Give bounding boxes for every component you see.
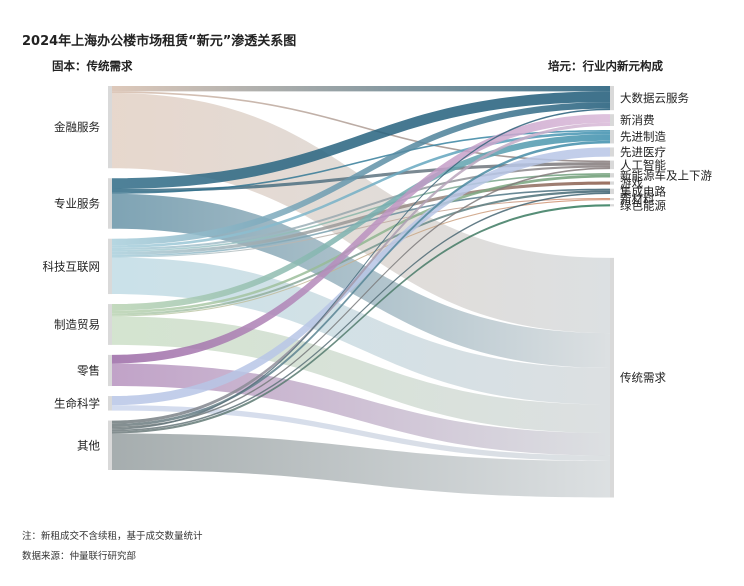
target-label: 集成电路 [620, 184, 666, 198]
sankey-link [112, 86, 610, 92]
target-node [610, 130, 614, 144]
sankey-link [112, 173, 610, 252]
sankey-link [112, 131, 610, 248]
sankey-link [112, 181, 610, 255]
sankey-link [112, 190, 610, 316]
source-label: 其他 [77, 438, 100, 452]
target-label: 新能源车及上下游 [620, 168, 712, 182]
sankey-link [112, 91, 610, 189]
target-label: 先进医疗 [620, 145, 666, 159]
sankey-link [112, 405, 610, 461]
target-node [610, 160, 614, 170]
sankey-link [112, 102, 610, 246]
source-node [108, 304, 112, 345]
source-node [108, 420, 112, 470]
sankey-link [112, 257, 610, 405]
sankey-link [112, 147, 610, 406]
source-node [108, 178, 112, 229]
sankey-link [112, 130, 610, 194]
target-node [610, 147, 614, 157]
source-node [108, 354, 112, 387]
target-label: 人工智能 [620, 158, 666, 172]
chart-title: 2024年上海办公楼市场租赁“新元”渗透关系图 [22, 34, 297, 49]
sankey-link [112, 174, 610, 314]
footnote-source: 数据来源：仲量联行研究部 [22, 551, 137, 562]
target-label: 绿色能源 [620, 198, 666, 212]
target-node [610, 114, 614, 126]
target-node [610, 257, 614, 498]
sankey-link [112, 162, 610, 193]
sankey-link [112, 108, 610, 430]
target-label: 游戏 [620, 176, 643, 190]
sankey-link [112, 167, 610, 429]
sankey-nodes [108, 86, 614, 498]
target-label: 新消费 [620, 113, 655, 127]
sankey-link [112, 198, 610, 258]
source-node [108, 238, 112, 295]
sankey-link [112, 134, 610, 311]
target-node [610, 173, 614, 178]
sankey-link [112, 114, 610, 364]
target-node [610, 188, 614, 195]
sankey-link [112, 363, 610, 456]
sankey-link [112, 204, 610, 434]
sankey-link [112, 199, 610, 317]
sankey-links [112, 86, 610, 498]
sankey-link [112, 91, 610, 163]
sankey-link [112, 140, 610, 427]
sankey-link [112, 122, 610, 424]
sankey-link [112, 433, 610, 498]
target-node [610, 204, 614, 207]
target-label: 大数据云服务 [620, 91, 689, 105]
target-node [610, 198, 614, 201]
source-label: 专业服务 [54, 196, 100, 210]
sankey-link [112, 193, 610, 369]
target-label: 新材料 [620, 192, 655, 206]
target-node [610, 86, 614, 111]
left-column-header: 固本：传统需求 [52, 59, 133, 73]
source-node [108, 396, 112, 411]
source-label: 制造贸易 [54, 317, 100, 331]
sankey-link [112, 165, 610, 250]
target-label: 传统需求 [620, 371, 666, 385]
source-label: 金融服务 [54, 120, 100, 134]
source-label: 科技互联网 [43, 259, 101, 273]
source-label: 零售 [77, 363, 100, 377]
sankey-link [112, 192, 610, 432]
sankey-link [112, 316, 610, 434]
source-label: 生命科学 [54, 396, 100, 410]
footnote-note: 注：新租成交不含续租，基于成交数量统计 [22, 531, 203, 542]
source-node [108, 86, 112, 169]
target-label: 先进制造 [620, 130, 666, 144]
right-column-header: 培元：行业内新元构成 [548, 59, 663, 73]
target-node [610, 181, 614, 185]
